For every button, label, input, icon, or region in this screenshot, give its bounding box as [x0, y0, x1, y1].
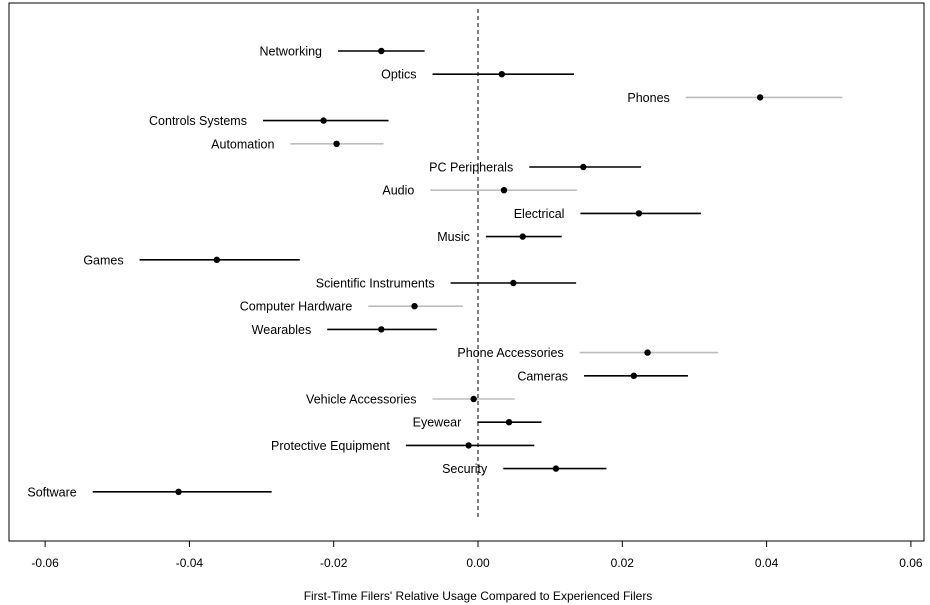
point-music — [519, 233, 526, 240]
category-label-networking: Networking — [259, 45, 322, 59]
category-label-security: Security — [442, 462, 488, 476]
category-label-electrical: Electrical — [514, 207, 565, 221]
point-controls-systems — [320, 117, 327, 124]
point-cameras — [630, 372, 638, 379]
category-label-cameras: Cameras — [517, 369, 568, 383]
x-tick-label: 0.04 — [755, 556, 779, 570]
category-label-phones: Phones — [627, 91, 669, 105]
point-pc-peripherals — [580, 163, 587, 171]
category-label-music: Music — [437, 230, 470, 244]
point-scientific-instruments — [510, 279, 517, 287]
point-eyewear — [505, 419, 513, 426]
category-label-group: Networking Optics Phones Controls Systems Au… — [27, 45, 669, 500]
point-automation — [333, 140, 340, 147]
category-label-games: Games — [83, 253, 123, 267]
category-label-automation: Automation — [211, 137, 274, 151]
category-label-optics: Optics — [381, 68, 416, 82]
point-games — [213, 256, 221, 263]
plot-frame — [8, 2, 925, 542]
category-label-phone-accessories: Phone Accessories — [457, 346, 563, 360]
point-optics — [498, 71, 506, 78]
point-software — [175, 488, 182, 495]
x-tick-label: -0.04 — [176, 556, 204, 570]
point-group — [175, 47, 764, 495]
point-wearables — [378, 326, 385, 333]
point-computer-hardware — [411, 303, 418, 310]
category-label-vehicle-accessories: Vehicle Accessories — [306, 393, 416, 407]
point-phones — [756, 94, 764, 101]
category-label-software: Software — [27, 485, 76, 499]
x-tick-label: -0.06 — [31, 556, 59, 570]
category-label-protective-equipment: Protective Equipment — [271, 439, 390, 453]
point-networking — [378, 47, 385, 55]
x-tick-label: 0.02 — [611, 556, 635, 570]
category-label-scientific-instruments: Scientific Instruments — [316, 277, 435, 291]
point-security — [552, 465, 560, 472]
category-label-audio: Audio — [382, 184, 414, 198]
x-axis: -0.06 -0.04 -0.02 0.00 0.02 0.04 0.06 — [31, 541, 923, 570]
category-label-controls-systems: Controls Systems — [149, 114, 247, 128]
x-tick-label: -0.02 — [320, 556, 348, 570]
point-audio — [500, 187, 508, 194]
point-phone-accessories — [644, 349, 651, 356]
category-label-eyewear: Eyewear — [413, 416, 462, 430]
x-tick-label: 0.00 — [466, 556, 490, 570]
category-label-computer-hardware: Computer Hardware — [240, 300, 353, 314]
category-label-wearables: Wearables — [252, 323, 312, 337]
point-vehicle-accessories — [470, 395, 477, 403]
point-electrical — [635, 210, 643, 217]
x-axis-label: First-Time Filers' Relative Usage Compar… — [304, 589, 653, 603]
point-protective-equipment — [465, 442, 472, 449]
x-tick-label: 0.06 — [899, 556, 923, 570]
category-label-pc-peripherals: PC Peripherals — [429, 161, 513, 175]
